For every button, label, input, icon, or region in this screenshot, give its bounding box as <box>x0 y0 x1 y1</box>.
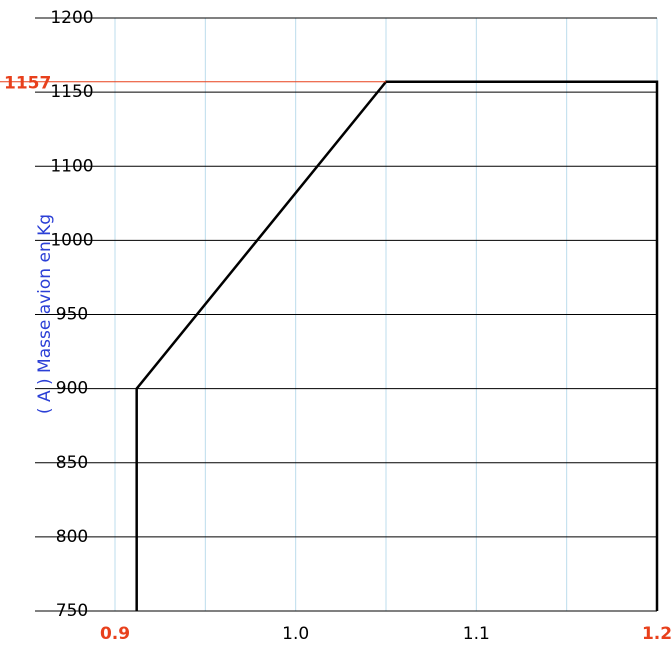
y-tick-label: 1200 <box>50 8 93 28</box>
y-tick-label: 800 <box>56 527 88 547</box>
x-tick-label: 1.0 <box>282 624 309 644</box>
y-tick-label: 1000 <box>50 230 93 250</box>
annotation-label: 1157 <box>4 74 51 94</box>
y-tick-label: 1150 <box>50 82 93 102</box>
y-tick-label: 750 <box>56 601 88 621</box>
y-tick-label: 900 <box>56 379 88 399</box>
x-tick-label: 1.2 <box>642 624 672 644</box>
x-tick-label: 1.1 <box>463 624 490 644</box>
envelope-line <box>135 80 659 611</box>
x-tick-label: 0.9 <box>100 624 130 644</box>
y-tick-label: 950 <box>56 305 88 325</box>
y-tick-label: 1100 <box>50 156 93 176</box>
y-tick-label: 850 <box>56 453 88 473</box>
